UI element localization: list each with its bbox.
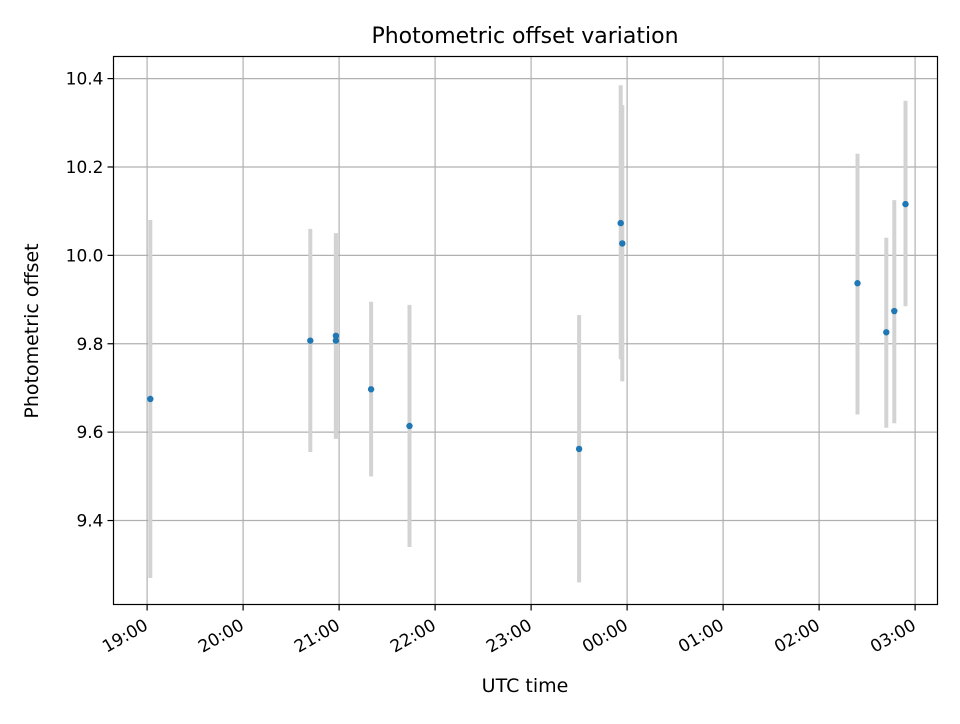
data-point [854, 280, 861, 287]
y-tick-label: 9.4 [76, 512, 103, 532]
grid-lines [113, 56, 938, 605]
x-tick-label: 19:00 [99, 616, 151, 658]
y-axis-ticks: 9.4 9.6 9.8 10.0 10.2 10.4 [66, 70, 114, 532]
data-points [147, 200, 909, 453]
error-bars [148, 85, 908, 583]
data-point [367, 386, 375, 393]
y-tick-label: 9.8 [76, 335, 103, 355]
plot-frame [112, 55, 939, 606]
data-point [575, 445, 583, 453]
x-tick-label: 21:00 [291, 616, 343, 658]
data-point [332, 337, 340, 344]
x-axis-label: UTC time [482, 675, 569, 697]
data-point [307, 337, 314, 344]
x-tick-label: 20:00 [195, 616, 247, 658]
data-point [619, 240, 626, 247]
data-point [147, 395, 154, 403]
data-point [891, 307, 898, 315]
x-tick-label: 03:00 [867, 616, 919, 658]
x-tick-label: 01:00 [675, 616, 727, 658]
x-tick-label: 00:00 [579, 616, 631, 658]
x-tick-label: 22:00 [387, 616, 439, 658]
data-point [883, 329, 890, 336]
y-axis-label: Photometric offset [21, 243, 43, 418]
y-tick-label: 10.2 [66, 158, 104, 178]
x-axis-ticks: 19:00 20:00 21:00 22:00 23:00 00:00 01:00 02:00… [99, 604, 920, 658]
data-point [902, 200, 909, 208]
y-tick-label: 10.0 [66, 246, 104, 266]
y-tick-label: 10.4 [66, 70, 104, 90]
data-point [332, 332, 340, 340]
chart-title: Photometric offset variation [371, 24, 678, 49]
x-tick-label: 23:00 [483, 616, 535, 658]
x-tick-label: 02:00 [771, 616, 823, 658]
data-point [617, 219, 624, 227]
data-point [406, 422, 413, 430]
y-tick-label: 9.6 [76, 423, 103, 443]
